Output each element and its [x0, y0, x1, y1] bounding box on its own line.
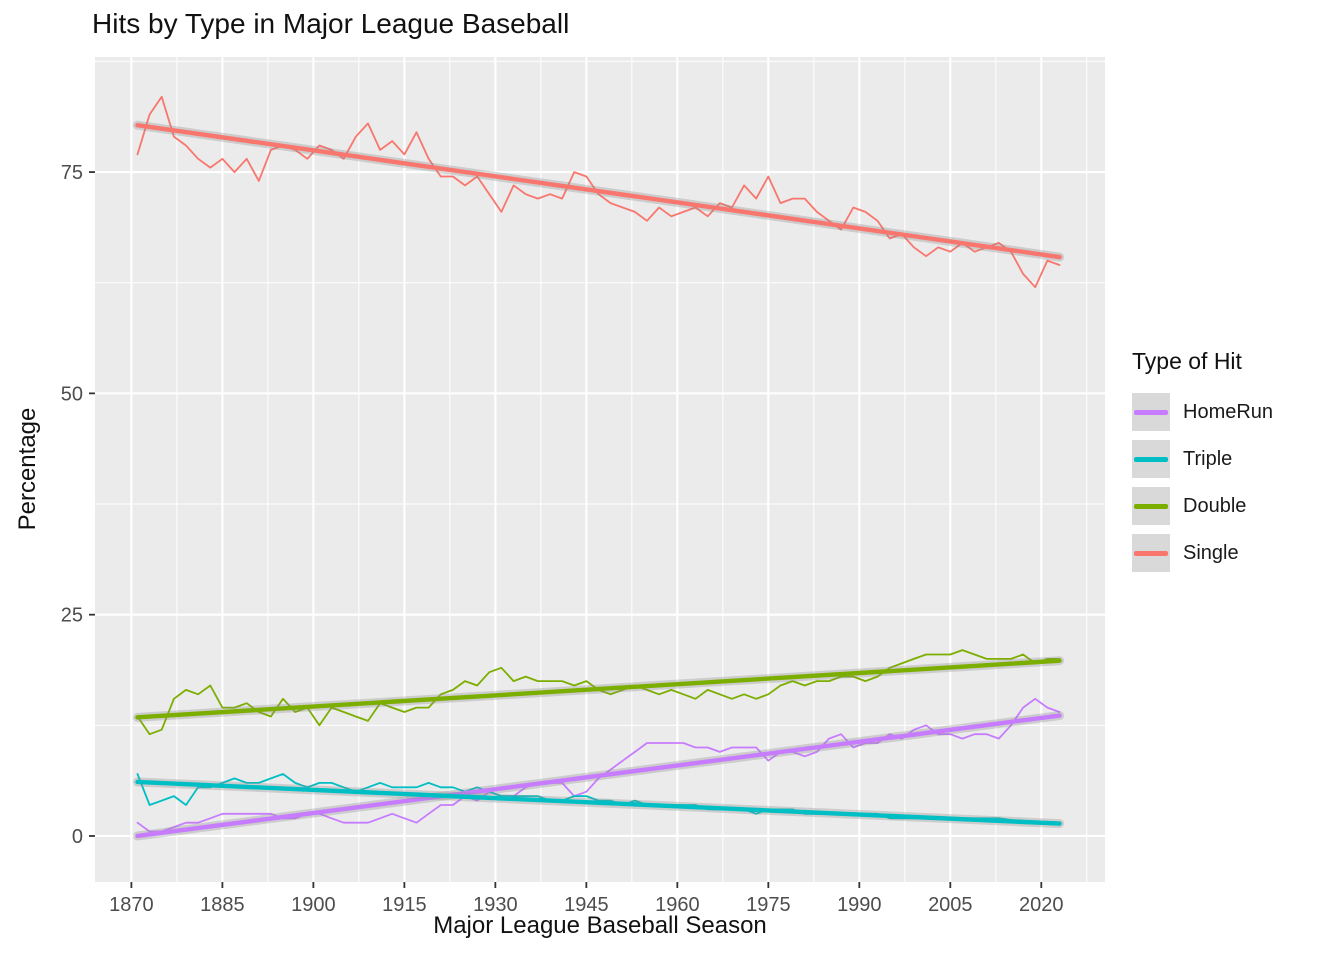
x-tick-label: 1975 [746, 894, 791, 916]
panel-background [95, 57, 1105, 882]
x-tick-label: 1885 [200, 894, 245, 916]
legend-title: Type of Hit [1132, 348, 1242, 374]
chart-title: Hits by Type in Major League Baseball [92, 8, 570, 39]
x-tick-label: 1915 [382, 894, 427, 916]
x-tick-label: 1870 [109, 894, 154, 916]
x-tick-label: 1930 [473, 894, 518, 916]
trend-Triple [135, 779, 1062, 826]
x-tick-label: 1945 [564, 894, 609, 916]
legend-item-triple: Triple [1132, 440, 1273, 478]
y-tick-label: 50 [61, 383, 83, 405]
x-tick-label: 2020 [1019, 894, 1064, 916]
legend-item-double: Double [1132, 487, 1273, 525]
legend-line-icon [1134, 409, 1168, 415]
legend: Type of Hit HomeRun Triple Double Single [1132, 348, 1273, 581]
legend-label-triple: Triple [1183, 447, 1233, 470]
trend-HomeRun [135, 713, 1062, 839]
legend-line-icon [1134, 456, 1168, 462]
legend-key-single [1132, 534, 1170, 572]
y-tick-label: 0 [72, 826, 83, 848]
legend-item-homerun: HomeRun [1132, 393, 1273, 431]
y-tick-label: 75 [61, 162, 83, 184]
legend-label-single: Single [1183, 541, 1239, 564]
trend-Double [135, 658, 1062, 720]
legend-line-icon [1134, 503, 1168, 509]
x-tick-label: 1960 [655, 894, 700, 916]
legend-label-double: Double [1183, 494, 1247, 517]
legend-item-single: Single [1132, 534, 1273, 572]
x-tick-labels: 1870 1885 1900 1915 1930 1945 1960 1975 1990 2005… [109, 894, 1063, 916]
y-axis-title: Percentage [14, 407, 41, 531]
x-tick-label: 1990 [837, 894, 882, 916]
x-axis-title: Major League Baseball Season [433, 912, 767, 939]
legend-key-triple [1132, 440, 1170, 478]
axis-ticks [89, 171, 1043, 888]
x-tick-label: 1900 [291, 894, 336, 916]
legend-key-double [1132, 487, 1170, 525]
trend-lines [132, 120, 1065, 841]
legend-label-homerun: HomeRun [1183, 400, 1274, 423]
y-tick-label: 25 [61, 605, 83, 627]
gridlines [95, 57, 1105, 882]
legend-line-icon [1134, 550, 1168, 556]
legend-key-homerun [1132, 393, 1170, 431]
trend-Single [135, 122, 1062, 260]
x-tick-label: 2005 [928, 894, 973, 916]
y-tick-labels: 0 25 50 75 [61, 162, 83, 848]
